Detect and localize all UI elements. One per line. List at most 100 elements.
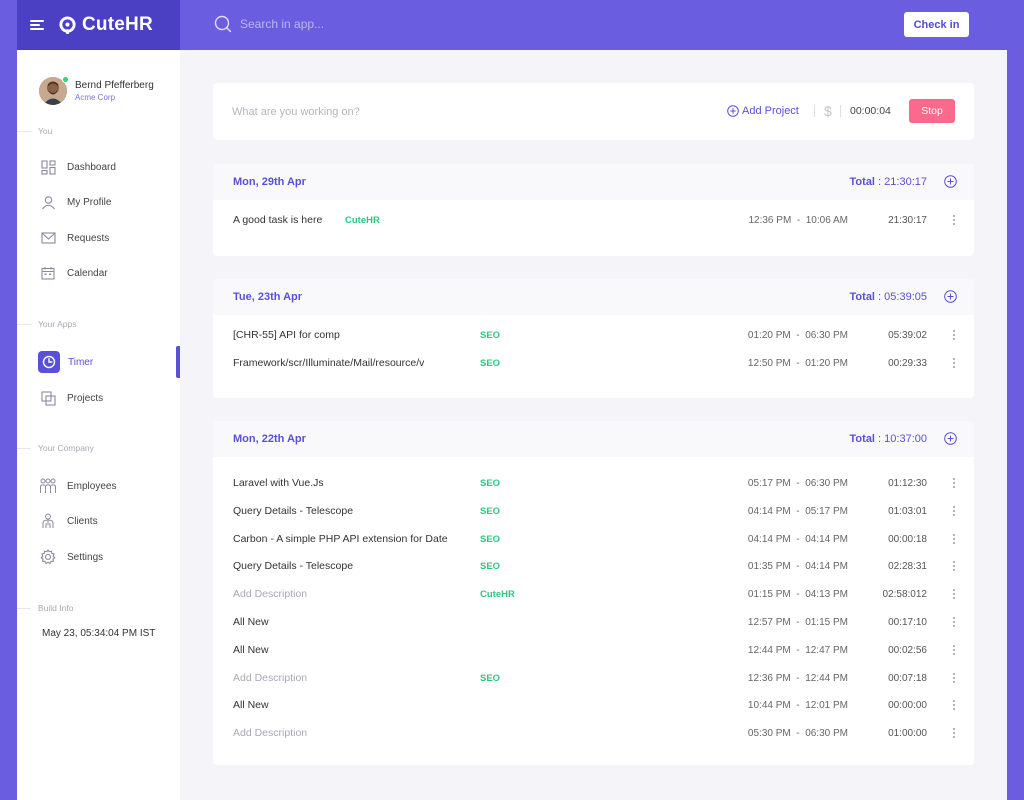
more-options-icon[interactable] xyxy=(952,357,956,370)
entry-time-range[interactable]: 04:14 PM - 05:17 PM xyxy=(747,505,848,517)
more-options-icon[interactable] xyxy=(952,330,956,342)
entry-project[interactable]: SEO xyxy=(480,357,501,369)
entry-description[interactable]: A good task is here xyxy=(233,214,323,226)
user-company: Acme Corp xyxy=(75,93,116,102)
entry-duration: 00:07:18 xyxy=(888,672,927,684)
entry-description[interactable]: Framework/scr/Illuminate/Mail/resource/v xyxy=(233,356,425,369)
entry-description[interactable]: Carbon - A simple PHP API extension for … xyxy=(233,532,448,545)
more-options-icon[interactable] xyxy=(952,616,956,629)
entry-description[interactable]: [CHR-55] API for comp xyxy=(233,329,340,341)
entry-duration: 01:00:00 xyxy=(888,728,927,740)
clock-icon xyxy=(38,351,60,373)
section-label-build-info: Build Info xyxy=(17,603,73,613)
add-project-button[interactable]: Add Project xyxy=(727,105,799,117)
entry-description[interactable]: All New xyxy=(233,643,269,656)
more-options-icon[interactable] xyxy=(952,478,956,490)
search-icon[interactable] xyxy=(214,15,232,33)
entry-project[interactable]: SEO xyxy=(480,505,501,517)
more-options-icon[interactable] xyxy=(952,533,956,546)
time-entry[interactable]: A good task is here CuteHR 12:36 PM - 10… xyxy=(213,206,974,234)
sidebar-item-timer[interactable]: Timer xyxy=(17,346,180,378)
more-options-icon[interactable] xyxy=(952,700,956,712)
search-input[interactable] xyxy=(240,17,540,31)
user-name: Bernd Pfefferberg xyxy=(75,80,154,91)
dashboard-icon xyxy=(39,158,57,176)
sidebar-item-calendar[interactable]: Calendar xyxy=(17,259,180,287)
entry-time-range[interactable]: 04:14 PM - 04:14 PM xyxy=(747,533,848,545)
sidebar-item-requests[interactable]: Requests xyxy=(17,224,180,252)
time-entry[interactable]: [CHR-55] API for comp SEO 01:20 PM - 06:… xyxy=(213,321,974,349)
sidebar-item-dashboard[interactable]: Dashboard xyxy=(17,153,180,181)
entry-time-range[interactable]: 01:15 PM - 04:13 PM xyxy=(747,589,848,601)
more-options-icon[interactable] xyxy=(952,589,956,601)
sidebar-item-settings[interactable]: Settings xyxy=(17,543,180,571)
app-logo[interactable]: CuteHR xyxy=(58,14,153,36)
entry-time-range[interactable]: 01:20 PM - 06:30 PM xyxy=(747,330,848,341)
day-total: Total : 05:39:05 xyxy=(849,291,927,303)
entry-time-range[interactable]: 10:44 PM - 12:01 PM xyxy=(747,700,848,712)
time-entry[interactable]: Laravel with Vue.Js SEO 05:17 PM - 06:30… xyxy=(213,469,974,497)
sidebar-item-my-profile[interactable]: My Profile xyxy=(17,188,180,216)
calendar-icon xyxy=(39,264,57,282)
entry-time-range[interactable]: 12:50 PM - 01:20 PM xyxy=(747,357,848,369)
hamburger-menu-icon[interactable] xyxy=(30,20,44,30)
entry-project[interactable]: SEO xyxy=(480,533,501,545)
sidebar-item-clients[interactable]: Clients xyxy=(17,507,180,535)
add-entry-icon[interactable] xyxy=(944,432,957,445)
entry-project[interactable]: CuteHR xyxy=(345,215,380,226)
entry-time-range[interactable]: 01:35 PM - 04:14 PM xyxy=(747,561,848,573)
mail-icon xyxy=(39,229,57,247)
entry-duration: 01:03:01 xyxy=(888,505,927,517)
more-options-icon[interactable] xyxy=(952,505,956,518)
billable-toggle[interactable]: $ xyxy=(824,103,832,119)
sidebar-item-projects[interactable]: Projects xyxy=(17,384,180,412)
divider xyxy=(840,105,841,117)
entry-time-range[interactable]: 12:57 PM - 01:15 PM xyxy=(747,616,848,628)
entry-description[interactable]: All New xyxy=(233,699,269,712)
entry-description[interactable]: Laravel with Vue.Js xyxy=(233,477,324,489)
entry-time-range[interactable]: 05:17 PM - 06:30 PM xyxy=(747,478,848,489)
entry-description[interactable]: Query Details - Telescope xyxy=(233,504,354,517)
entry-project[interactable]: SEO xyxy=(480,672,501,684)
add-entry-icon[interactable] xyxy=(944,290,957,303)
sidebar-item-employees[interactable]: Employees xyxy=(17,472,180,500)
add-entry-icon[interactable] xyxy=(944,175,957,188)
time-entry[interactable]: All New 12:44 PM - 12:47 PM 00:02:56 xyxy=(213,636,974,664)
entry-project[interactable]: CuteHR xyxy=(480,589,515,601)
time-entry[interactable]: Add Description CuteHR 01:15 PM - 04:13 … xyxy=(213,580,974,608)
more-options-icon[interactable] xyxy=(952,215,956,227)
entry-description[interactable]: Query Details - Telescope xyxy=(233,560,354,573)
task-description-input[interactable] xyxy=(232,105,702,118)
entry-description[interactable]: Add Description xyxy=(233,727,308,740)
time-entry[interactable]: Carbon - A simple PHP API extension for … xyxy=(213,525,974,553)
sidebar-item-label: Projects xyxy=(67,392,104,404)
time-entry[interactable]: All New 12:57 PM - 01:15 PM 00:17:10 xyxy=(213,608,974,636)
divider xyxy=(814,105,815,117)
entry-duration: 00:00:18 xyxy=(888,533,927,545)
time-entry[interactable]: All New 10:44 PM - 12:01 PM 00:00:00 xyxy=(213,691,974,719)
entry-description[interactable]: All New xyxy=(233,615,269,628)
more-options-icon[interactable] xyxy=(952,561,956,573)
entry-time-range[interactable]: 12:36 PM - 12:44 PM xyxy=(747,672,848,684)
entry-description[interactable]: Add Description xyxy=(233,671,308,684)
entry-description[interactable]: Add Description xyxy=(233,588,308,601)
time-entry[interactable]: Add Description 05:30 PM - 06:30 PM 01:0… xyxy=(213,719,974,747)
entry-project[interactable]: SEO xyxy=(480,478,501,489)
check-in-button[interactable]: Check in xyxy=(904,12,969,37)
online-status-dot xyxy=(62,76,69,83)
time-entry[interactable]: Add Description SEO 12:36 PM - 12:44 PM … xyxy=(213,664,974,692)
time-entry[interactable]: Framework/scr/Illuminate/Mail/resource/v… xyxy=(213,349,974,377)
more-options-icon[interactable] xyxy=(952,644,956,657)
entry-time-range[interactable]: 12:44 PM - 12:47 PM xyxy=(747,644,848,656)
entry-time-range[interactable]: 12:36 PM - 10:06 AM xyxy=(748,215,848,226)
time-entry[interactable]: Query Details - Telescope SEO 04:14 PM -… xyxy=(213,497,974,525)
entry-project[interactable]: SEO xyxy=(480,330,501,341)
user-profile[interactable]: Bernd Pfefferberg Acme Corp xyxy=(39,76,154,105)
day-header: Mon, 29th Apr Total : 21:30:17 xyxy=(213,164,974,200)
entry-project[interactable]: SEO xyxy=(480,561,501,573)
entry-time-range[interactable]: 05:30 PM - 06:30 PM xyxy=(747,728,848,740)
time-entry[interactable]: Query Details - Telescope SEO 01:35 PM -… xyxy=(213,552,974,580)
more-options-icon[interactable] xyxy=(952,728,956,740)
more-options-icon[interactable] xyxy=(952,672,956,685)
stop-button[interactable]: Stop xyxy=(909,99,955,123)
